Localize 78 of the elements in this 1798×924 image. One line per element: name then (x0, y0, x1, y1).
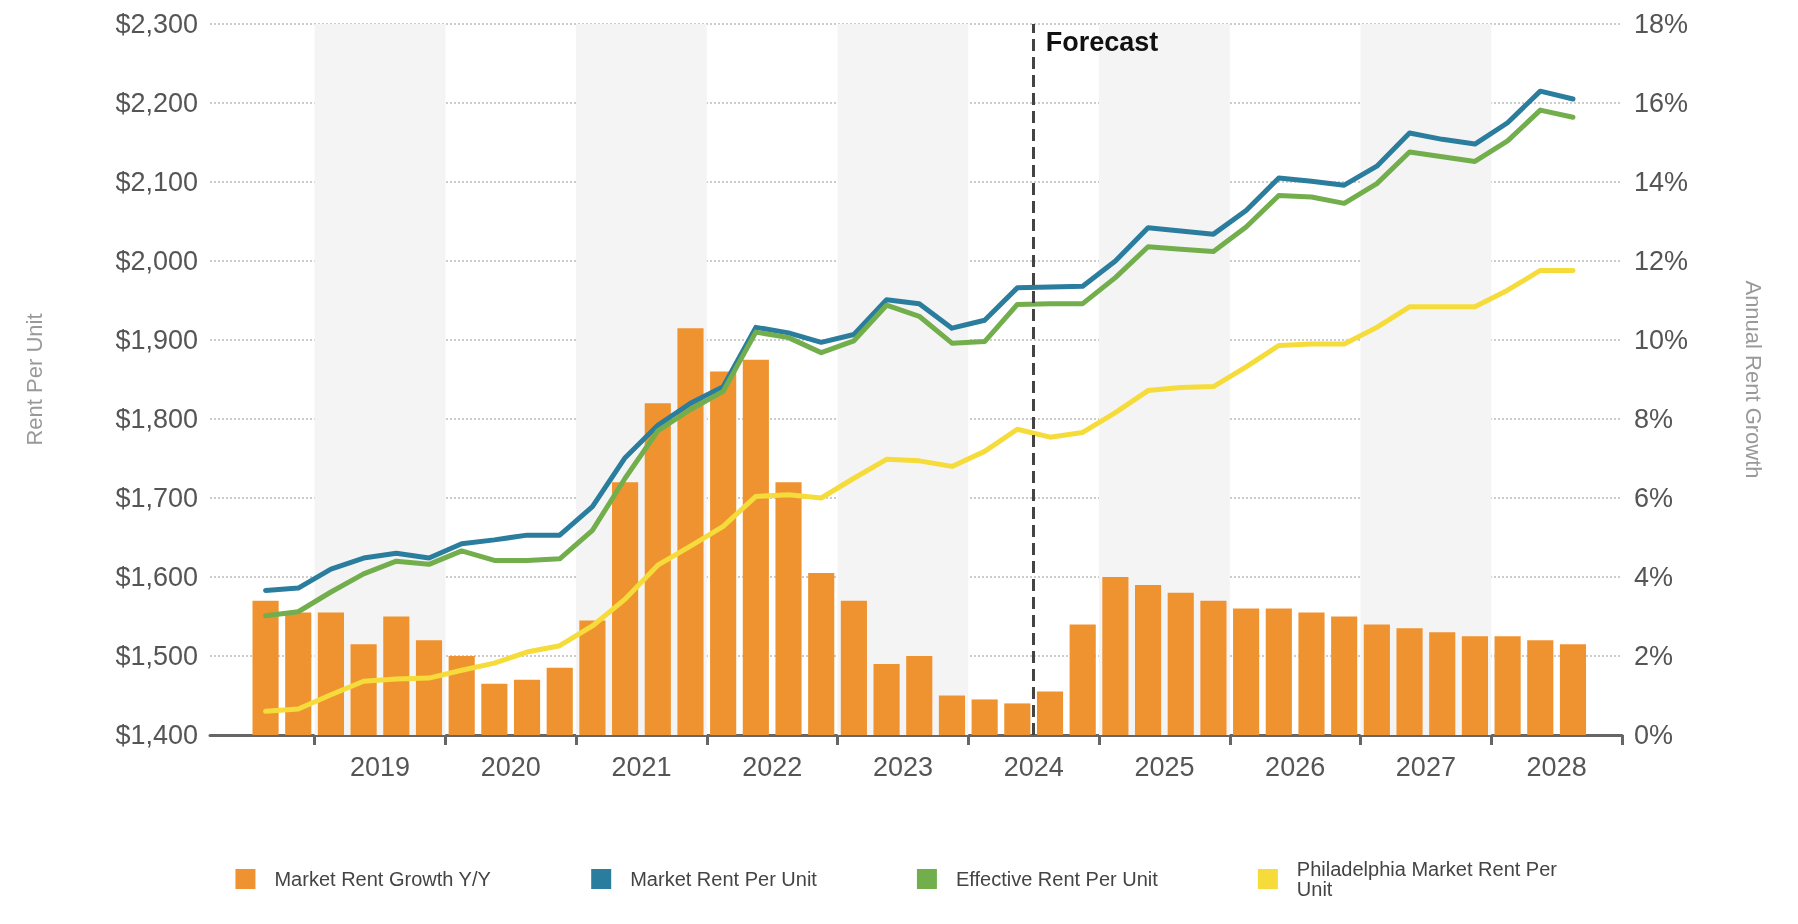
bar (1004, 703, 1031, 735)
x-tick-label: 2027 (1395, 751, 1456, 782)
bar (1134, 584, 1162, 735)
x-tick-label: 2026 (1265, 751, 1326, 782)
y2-tick-label: 10% (1634, 325, 1689, 355)
bar (1233, 608, 1260, 735)
x-tick-label: 2023 (872, 751, 933, 782)
bar (938, 695, 966, 735)
bar (1363, 624, 1390, 735)
x-tick-label: 2020 (480, 751, 541, 782)
y-tick-label: $1,500 (115, 641, 198, 671)
bar (317, 612, 345, 735)
bar (775, 482, 802, 735)
bar (546, 667, 573, 735)
bar (1036, 691, 1064, 735)
bar (808, 573, 835, 735)
bar (1265, 608, 1292, 735)
legend-label: Philadelphia Market Rent Per Unit (1296, 858, 1563, 900)
y2-tick-label: 8% (1634, 404, 1674, 434)
bar (1559, 644, 1587, 735)
bar (579, 620, 606, 735)
bar (383, 616, 410, 735)
x-tick-label: 2028 (1526, 751, 1587, 782)
bar (448, 656, 475, 735)
bar (710, 371, 737, 735)
y-tick-label: $2,100 (115, 167, 198, 197)
y-tick-label: $1,400 (115, 720, 198, 750)
x-tick-label: 2024 (1003, 751, 1064, 782)
y-tick-label: $1,900 (115, 325, 198, 355)
bar (1494, 636, 1521, 735)
bar (612, 482, 639, 735)
bar (840, 600, 867, 735)
y-tick-label: $2,300 (115, 9, 198, 39)
y-axis-title: Rent Per Unit (21, 313, 47, 446)
bar (677, 328, 704, 735)
bar (513, 679, 541, 735)
bar (415, 640, 443, 735)
bar (252, 600, 279, 735)
x-tick-label: 2022 (742, 751, 803, 782)
bar (644, 403, 671, 735)
bar (1200, 600, 1227, 735)
bar (1331, 616, 1358, 735)
bar (285, 612, 312, 735)
y2-tick-label: 0% (1634, 720, 1674, 750)
bar (742, 359, 769, 735)
y2-tick-label: 6% (1634, 483, 1674, 513)
x-tick-label: 2021 (611, 751, 672, 782)
legend-label: Market Rent Per Unit (630, 868, 818, 890)
bar (1102, 577, 1129, 735)
bar (350, 644, 377, 735)
bar (1396, 628, 1423, 735)
bar (481, 683, 508, 735)
bar (1069, 624, 1096, 735)
y2-tick-label: 4% (1634, 562, 1674, 592)
bar (906, 656, 933, 735)
bar (1167, 592, 1194, 735)
y-tick-label: $1,700 (115, 483, 198, 513)
x-tick-label: 2025 (1134, 751, 1195, 782)
y2-axis-title: Annual Rent Growth (1740, 280, 1766, 479)
y-tick-label: $1,800 (115, 404, 198, 434)
bar (873, 663, 900, 735)
bar (971, 699, 998, 735)
legend-label: Market Rent Growth Y/Y (274, 868, 491, 890)
ref-line-label: Forecast (1045, 26, 1159, 57)
y-tick-label: $2,200 (115, 88, 198, 118)
bar (1527, 640, 1554, 735)
bar (1298, 612, 1325, 735)
bar (1429, 632, 1456, 735)
x-tick-label: 2019 (349, 751, 410, 782)
y2-tick-label: 18% (1634, 9, 1689, 39)
y2-tick-label: 16% (1634, 88, 1689, 118)
y2-tick-label: 2% (1634, 641, 1674, 671)
y2-tick-label: 12% (1634, 246, 1689, 276)
legend-label: Effective Rent Per Unit (955, 868, 1159, 890)
y2-tick-label: 14% (1634, 167, 1689, 197)
y-tick-label: $2,000 (115, 246, 198, 276)
y-tick-label: $1,600 (115, 562, 198, 592)
bar (1461, 636, 1488, 735)
